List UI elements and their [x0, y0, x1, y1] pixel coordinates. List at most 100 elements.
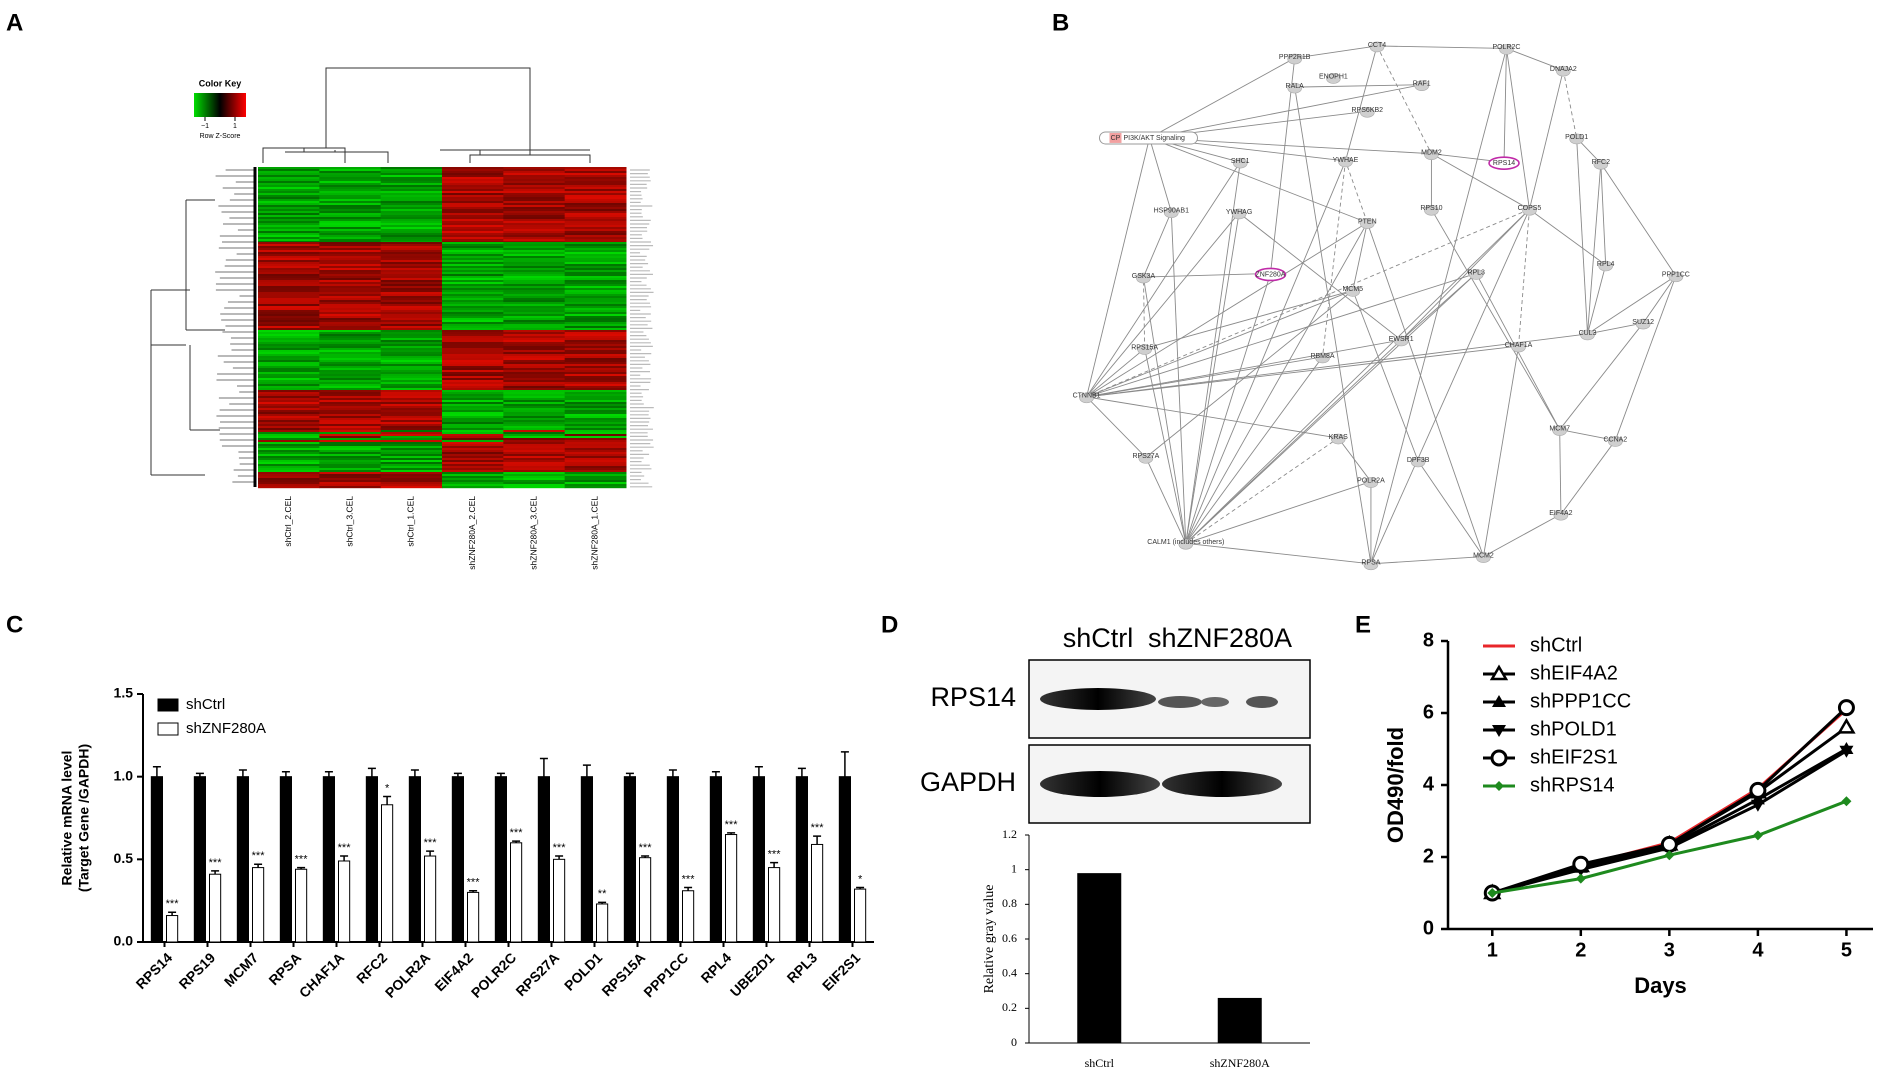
heatmap-cell	[319, 436, 382, 439]
significance: **	[598, 888, 607, 900]
heatmap-cell	[442, 296, 504, 299]
heatmap-cell	[319, 227, 382, 230]
heatmap-cell	[442, 364, 504, 367]
heatmap-cell	[503, 452, 566, 455]
heatmap-cell	[380, 169, 443, 172]
heatmap-cell	[380, 386, 443, 389]
heatmap-cell	[258, 398, 320, 401]
network-edge	[1238, 212, 1402, 341]
heatmap-cell	[564, 388, 627, 391]
network-edge	[1149, 57, 1295, 139]
heatmap-cell	[258, 428, 320, 431]
heatmap-cell	[442, 282, 504, 285]
heatmap-cell	[564, 171, 627, 174]
heatmap-cell	[442, 258, 504, 261]
heatmap-cell	[564, 233, 627, 236]
network-node-label: MCM2	[1473, 552, 1494, 559]
heatmap-cell	[319, 219, 382, 222]
heatmap-cell	[380, 181, 443, 184]
heatmap-cell	[503, 374, 566, 377]
network-edge	[1170, 211, 1187, 544]
heatmap-cell	[258, 446, 320, 449]
heatmap-cell	[503, 300, 566, 303]
heatmap-cell	[442, 264, 504, 267]
heatmap-cell	[503, 328, 566, 331]
heatmap-cell	[564, 390, 627, 393]
legend-label: shCtrl	[186, 696, 225, 713]
heatmap-cell	[319, 235, 382, 238]
heatmap-cell	[319, 392, 382, 395]
heatmap-cell	[503, 396, 566, 399]
heatmap-cell	[319, 382, 382, 385]
heatmap-cell	[380, 207, 443, 210]
heatmap-cell	[258, 244, 320, 247]
heatmap-cell	[564, 470, 627, 473]
significance: ***	[209, 857, 223, 869]
heatmap-cell	[503, 334, 566, 337]
heatmap-cell	[319, 434, 382, 437]
heatmap-cell	[503, 219, 566, 222]
heatmap-cell	[564, 292, 627, 295]
network-edge	[1143, 211, 1172, 278]
network-node	[1635, 318, 1651, 330]
network-node-label: PPP1CC	[1662, 272, 1690, 279]
error-bar	[453, 772, 462, 777]
heatmap-cell	[319, 338, 382, 341]
network-node-label: RPS6KB2	[1352, 107, 1384, 114]
heatmap-cell	[380, 231, 443, 234]
error-bar	[281, 770, 290, 777]
network-node	[1360, 218, 1375, 229]
heatmap-cell	[319, 324, 382, 327]
heatmap-cell	[380, 416, 443, 419]
legend-label: shRPS14	[1530, 774, 1615, 796]
heatmap-cell	[380, 270, 443, 273]
heatmap-cell	[564, 250, 627, 253]
heatmap-cell	[442, 428, 504, 431]
significance: ***	[338, 842, 352, 854]
heatmap-cell	[442, 223, 504, 226]
heatmap-cell	[442, 448, 504, 451]
marker	[1575, 873, 1586, 884]
heatmap-cell	[319, 422, 382, 425]
heatmap-cell	[442, 179, 504, 182]
blot-band	[1040, 771, 1160, 797]
heatmap-cell	[319, 348, 382, 351]
heatmap-cell	[442, 246, 504, 249]
heatmap-cell	[319, 344, 382, 347]
heatmap-cell	[258, 268, 320, 271]
network-edge	[1185, 437, 1339, 544]
heatmap-cell	[442, 318, 504, 321]
heatmap-cell	[258, 274, 320, 277]
heatmap-cell	[319, 350, 382, 353]
heatmap-cell	[258, 414, 320, 417]
heatmap-cell	[564, 348, 627, 351]
heatmap-cell	[380, 167, 443, 170]
heatmap-cell	[442, 300, 504, 303]
heatmap-cell	[503, 320, 566, 323]
heatmap-cell	[319, 286, 382, 289]
heatmap-cell	[442, 248, 504, 251]
heatmap-cell	[319, 209, 382, 212]
heatmap-cell	[503, 464, 566, 467]
heatmap-cell	[442, 340, 504, 343]
heatmap-cell	[503, 336, 566, 339]
heatmap-cell	[442, 474, 504, 477]
heatmap-cell	[442, 312, 504, 315]
heatmap-cell	[380, 414, 443, 417]
heatmap-cell	[258, 378, 320, 381]
x-tick-label: RFC2	[353, 949, 390, 986]
heatmap-cell	[380, 448, 443, 451]
heatmap-cell	[503, 386, 566, 389]
heatmap-cell	[503, 290, 566, 293]
heatmap-cell	[503, 372, 566, 375]
network-node	[1553, 509, 1569, 521]
heatmap-cell	[503, 466, 566, 469]
heatmap-cell	[380, 402, 443, 405]
heatmap-cell	[380, 374, 443, 377]
network-edge	[1294, 45, 1378, 59]
heatmap-cell	[319, 205, 382, 208]
heatmap-cell	[503, 233, 566, 236]
network-edge	[1185, 542, 1371, 565]
bar	[752, 776, 766, 943]
heatmap-cell	[564, 221, 627, 224]
